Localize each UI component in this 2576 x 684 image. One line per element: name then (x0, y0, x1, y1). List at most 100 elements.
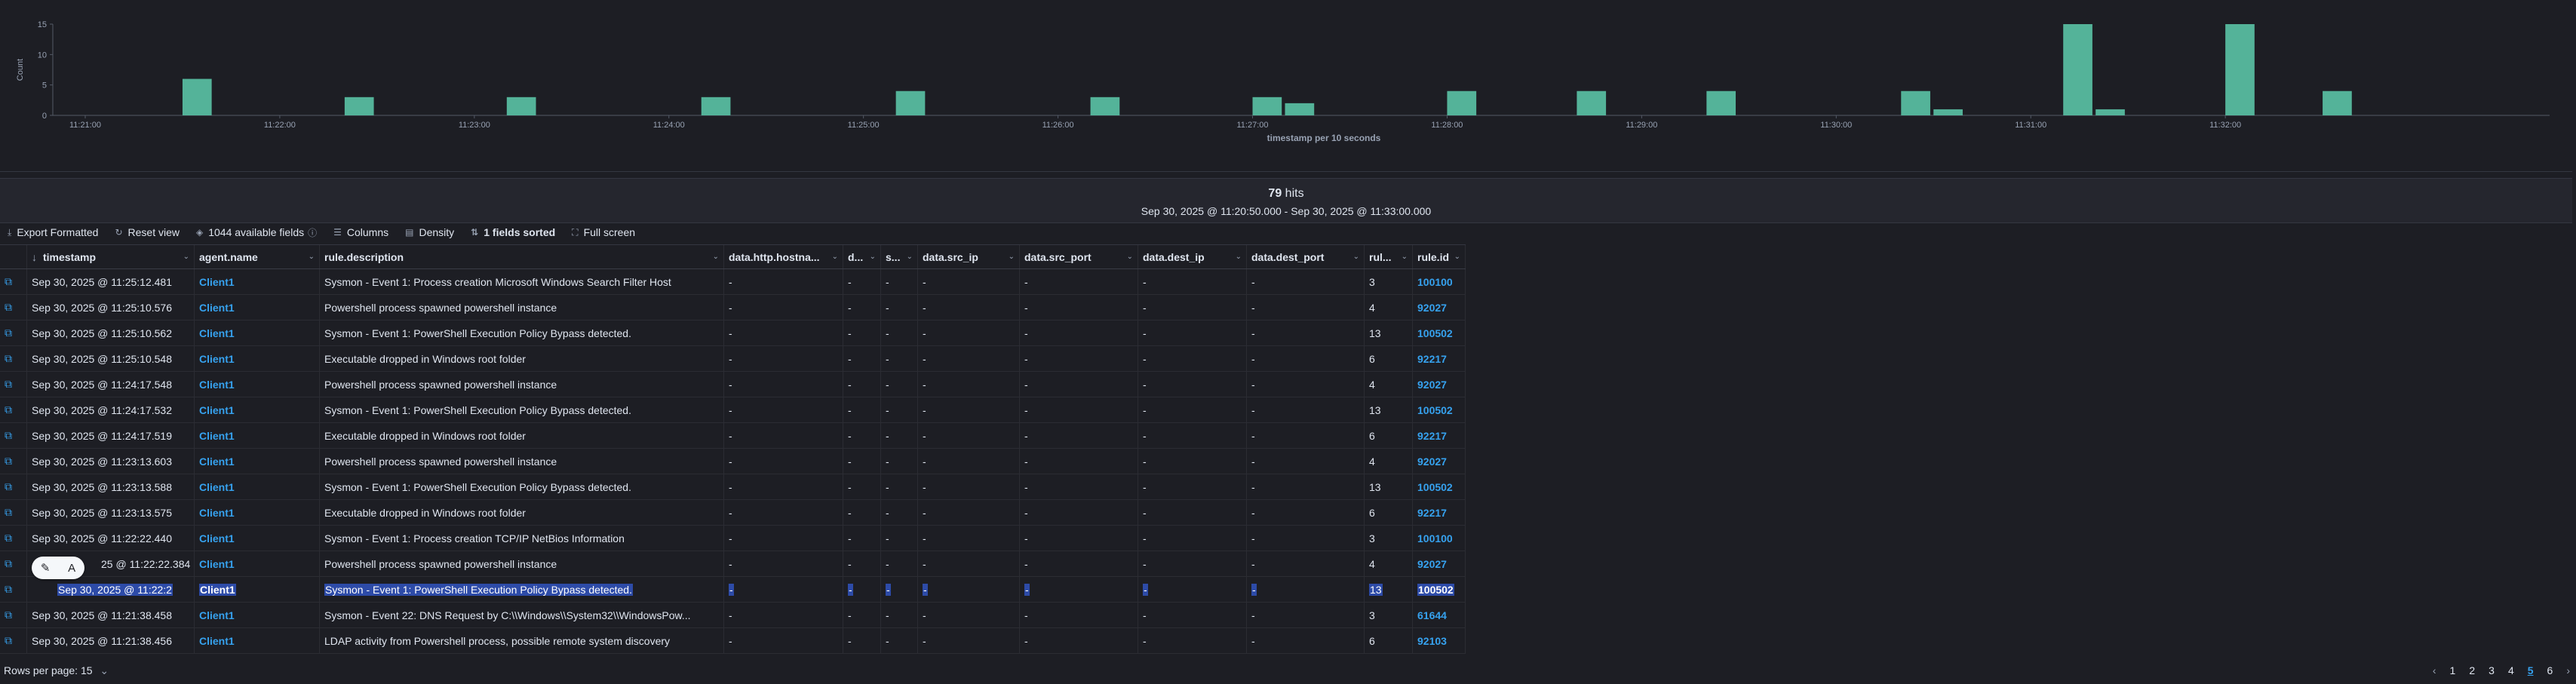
cell-rule-id[interactable]: 100100 (1413, 526, 1466, 551)
cell-rule-id[interactable]: 92217 (1413, 500, 1466, 525)
column-header-data-http-hostname[interactable]: data.http.hostna... ⌄ (724, 245, 843, 268)
expand-row-button[interactable]: ⧉ (0, 551, 27, 576)
cell-agent-name[interactable]: Client1 (195, 321, 320, 345)
page-2-button[interactable]: 2 (2469, 664, 2476, 676)
expand-row-icon[interactable]: ⧉ (5, 532, 12, 544)
cell-agent-name[interactable]: Client1 (195, 603, 320, 627)
cell-agent-name[interactable]: Client1 (195, 474, 320, 499)
cell-rule-id[interactable]: 92027 (1413, 372, 1466, 397)
chevron-down-icon[interactable]: ⌄ (308, 253, 315, 261)
rows-per-page-select[interactable]: Rows per page: 15 ⌄ (4, 664, 109, 676)
sort-descending-icon[interactable]: ↓ (32, 250, 37, 263)
chevron-down-icon[interactable]: ⌄ (1454, 253, 1460, 261)
expand-row-icon[interactable]: ⧉ (5, 403, 12, 416)
page-1-button[interactable]: 1 (2449, 664, 2456, 676)
expand-row-button[interactable]: ⧉ (0, 269, 27, 294)
cell-agent-name[interactable]: Client1 (195, 577, 320, 602)
expand-row-icon[interactable]: ⧉ (5, 506, 12, 518)
expand-row-icon[interactable]: ⧉ (5, 352, 12, 364)
expand-row-button[interactable]: ⧉ (0, 346, 27, 371)
reset-view-button[interactable]: ↻ Reset view (115, 226, 180, 238)
available-fields-button[interactable]: ◈ 1044 available fields ⓘ (196, 226, 318, 238)
expand-row-button[interactable]: ⧉ (0, 628, 27, 653)
column-header-agent-name[interactable]: agent.name ⌄ (195, 245, 320, 268)
expand-row-button[interactable]: ⧉ (0, 423, 27, 448)
expand-row-icon[interactable]: ⧉ (5, 275, 12, 287)
table-row[interactable]: ⧉ Sep 30, 2025 @ 11:22:2 Client1 Sysmon - E… (0, 577, 1466, 603)
chevron-down-icon[interactable]: ⌄ (712, 253, 719, 261)
table-row[interactable]: ⧉ Sep 30, 2025 @ 11:21:38.456 Client1 LDAP … (0, 628, 1466, 654)
expand-row-icon[interactable]: ⧉ (5, 583, 12, 595)
table-row[interactable]: ⧉ Sep 30, 2025 @ 11:25:10.562 Client1 Sysmo… (0, 321, 1466, 346)
edit-icon[interactable]: ✎ (40, 562, 51, 575)
expand-row-icon[interactable]: ⧉ (5, 455, 12, 467)
expand-row-icon[interactable]: ⧉ (5, 634, 12, 646)
cell-rule-id[interactable]: 92217 (1413, 346, 1466, 371)
cell-agent-name[interactable]: Client1 (195, 269, 320, 294)
chevron-down-icon[interactable]: ⌄ (906, 253, 913, 261)
selection-toolbar[interactable]: ✎ A (32, 557, 84, 579)
export-formatted-button[interactable]: ⤓ Export Formatted (8, 226, 99, 238)
page-6-button[interactable]: 6 (2547, 664, 2553, 676)
expand-row-button[interactable]: ⧉ (0, 397, 27, 422)
cell-rule-id[interactable]: 100100 (1413, 269, 1466, 294)
chevron-down-icon[interactable]: ⌄ (1235, 253, 1242, 261)
cell-agent-name[interactable]: Client1 (195, 526, 320, 551)
cell-agent-name[interactable]: Client1 (195, 295, 320, 320)
expand-row-button[interactable]: ⧉ (0, 577, 27, 602)
table-row[interactable]: ⧉ Sep 30, 2025 @ 11:22:22.440 Client1 Sysmo… (0, 526, 1466, 551)
chevron-down-icon[interactable]: ⌄ (831, 253, 838, 261)
cell-rule-id[interactable]: 92027 (1413, 449, 1466, 474)
page-5-button[interactable]: 5 (2527, 664, 2534, 676)
cell-agent-name[interactable]: Client1 (195, 449, 320, 474)
table-row[interactable]: ⧉ Sep 30, 2025 @ 11:23:13.575 Client1 Execu… (0, 500, 1466, 526)
table-row[interactable]: ⧉ Sep 30, 2025 @ 11:25:10.548 Client1 Execu… (0, 346, 1466, 372)
expand-row-icon[interactable]: ⧉ (5, 429, 12, 441)
expand-row-button[interactable]: ⧉ (0, 603, 27, 627)
table-row[interactable]: ⧉ Sep 30, 2025 @ 11:24:17.519 Client1 Execu… (0, 423, 1466, 449)
expand-row-icon[interactable]: ⧉ (5, 301, 12, 313)
full-screen-button[interactable]: ⛶ Full screen (572, 226, 636, 238)
chevron-down-icon[interactable]: ⌄ (183, 253, 189, 261)
table-row[interactable]: ⧉ Sep 30, 2025 @ 11:23:13.588 Client1 Sysmo… (0, 474, 1466, 500)
page-4-button[interactable]: 4 (2507, 664, 2514, 676)
page-3-button[interactable]: 3 (2488, 664, 2495, 676)
fields-sorted-button[interactable]: ⇅ 1 fields sorted (471, 226, 556, 238)
column-header-s[interactable]: s... ⌄ (881, 245, 918, 268)
expand-row-button[interactable]: ⧉ (0, 526, 27, 551)
column-header-data-src-port[interactable]: data.src_port ⌄ (1020, 245, 1138, 268)
expand-row-button[interactable]: ⧉ (0, 295, 27, 320)
cell-agent-name[interactable]: Client1 (195, 397, 320, 422)
table-row[interactable]: ⧉ Sep 30, 2025 @ 11:21:38.458 Client1 Sysmo… (0, 603, 1466, 628)
cell-rule-id[interactable]: 92103 (1413, 628, 1466, 653)
table-row[interactable]: ⧉ Sep 30, 2025 @ 11:23:13.603 Client1 Power… (0, 449, 1466, 474)
table-row[interactable]: ⧉ Sep 30, 2025 @ 11:24:17.548 Client1 Power… (0, 372, 1466, 397)
column-header-d[interactable]: d... ⌄ (843, 245, 881, 268)
columns-button[interactable]: ☰ Columns (333, 226, 389, 238)
expand-row-button[interactable]: ⧉ (0, 500, 27, 525)
next-page-icon[interactable]: › (2566, 664, 2570, 676)
cell-rule-id[interactable]: 100502 (1413, 321, 1466, 345)
cell-rule-id[interactable]: 100502 (1413, 397, 1466, 422)
cell-agent-name[interactable]: Client1 (195, 423, 320, 448)
column-header-timestamp[interactable]: ↓ timestamp ⌄ (27, 245, 195, 268)
table-row[interactable]: ⧉ Sep 30, 2025 @ 11:25:12.481 Client1 Sysmo… (0, 269, 1466, 295)
cell-rule-id[interactable]: 100502 (1413, 577, 1466, 602)
expand-row-icon[interactable]: ⧉ (5, 480, 12, 492)
expand-row-button[interactable]: ⧉ (0, 474, 27, 499)
table-row[interactable]: ⧉ Sep 30, 2025 @ 11:25:10.576 Client1 Power… (0, 295, 1466, 321)
cell-rule-id[interactable]: 92027 (1413, 295, 1466, 320)
translate-icon[interactable]: A (68, 561, 76, 575)
column-header-data-dest-port[interactable]: data.dest_port ⌄ (1247, 245, 1365, 268)
cell-rule-id[interactable]: 61644 (1413, 603, 1466, 627)
chevron-down-icon[interactable]: ⌄ (869, 253, 876, 261)
density-button[interactable]: ▤ Density (405, 226, 455, 238)
cell-rule-id[interactable]: 92027 (1413, 551, 1466, 576)
column-header-rule-id[interactable]: rule.id ⌄ (1413, 245, 1466, 268)
cell-agent-name[interactable]: Client1 (195, 551, 320, 576)
expand-row-icon[interactable]: ⧉ (5, 327, 12, 339)
cell-agent-name[interactable]: Client1 (195, 346, 320, 371)
cell-agent-name[interactable]: Client1 (195, 372, 320, 397)
expand-row-icon[interactable]: ⧉ (5, 378, 12, 390)
expand-row-icon[interactable]: ⧉ (5, 557, 12, 569)
